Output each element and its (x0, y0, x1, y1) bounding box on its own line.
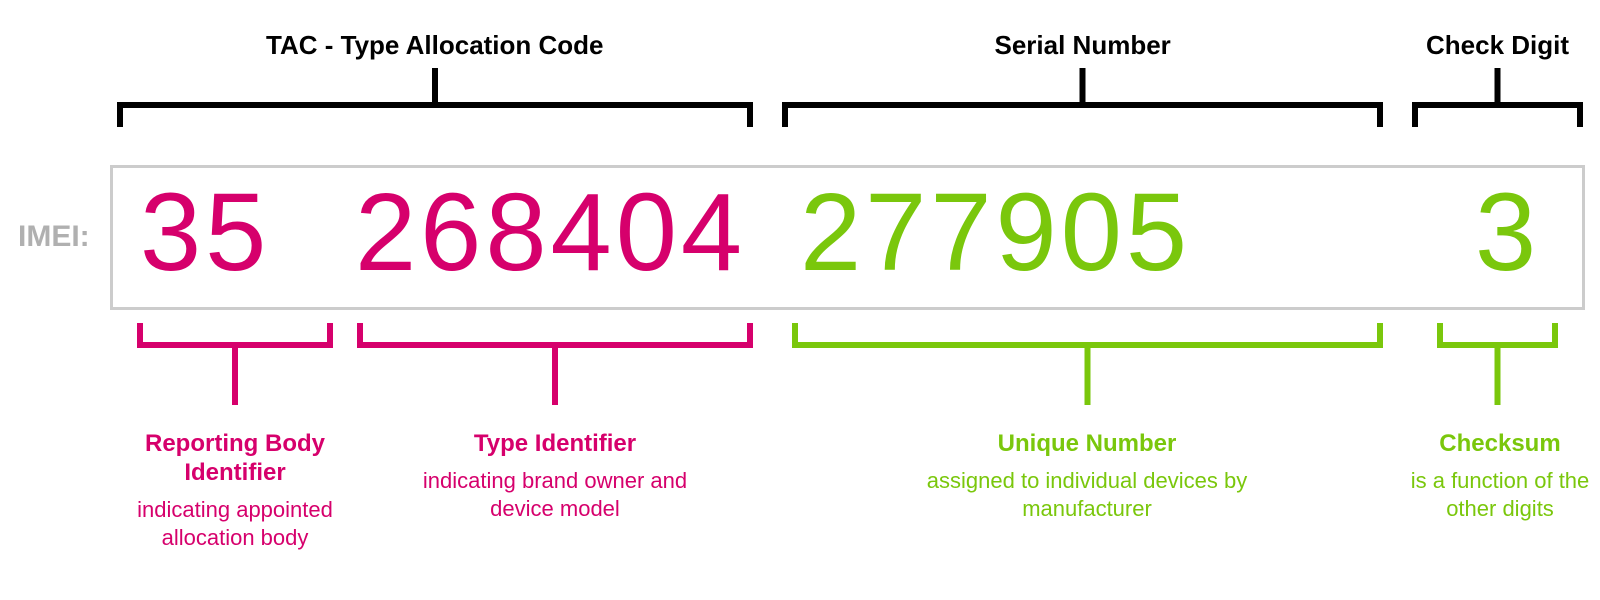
subdesc-type: indicating brand owner and device model (395, 467, 715, 522)
subtitle-checksum: Checksum (1400, 430, 1600, 459)
subdesc-unique: assigned to individual devices by manufa… (912, 467, 1262, 522)
subdesc-checksum: is a function of the other digits (1400, 467, 1600, 522)
subtitle-unique: Unique Number (912, 430, 1262, 459)
subtitle-type: Type Identifier (395, 430, 715, 459)
subdesc-rbi: indicating appointed allocation body (110, 496, 360, 551)
subtitle-rbi: Reporting Body Identifier (110, 430, 360, 488)
